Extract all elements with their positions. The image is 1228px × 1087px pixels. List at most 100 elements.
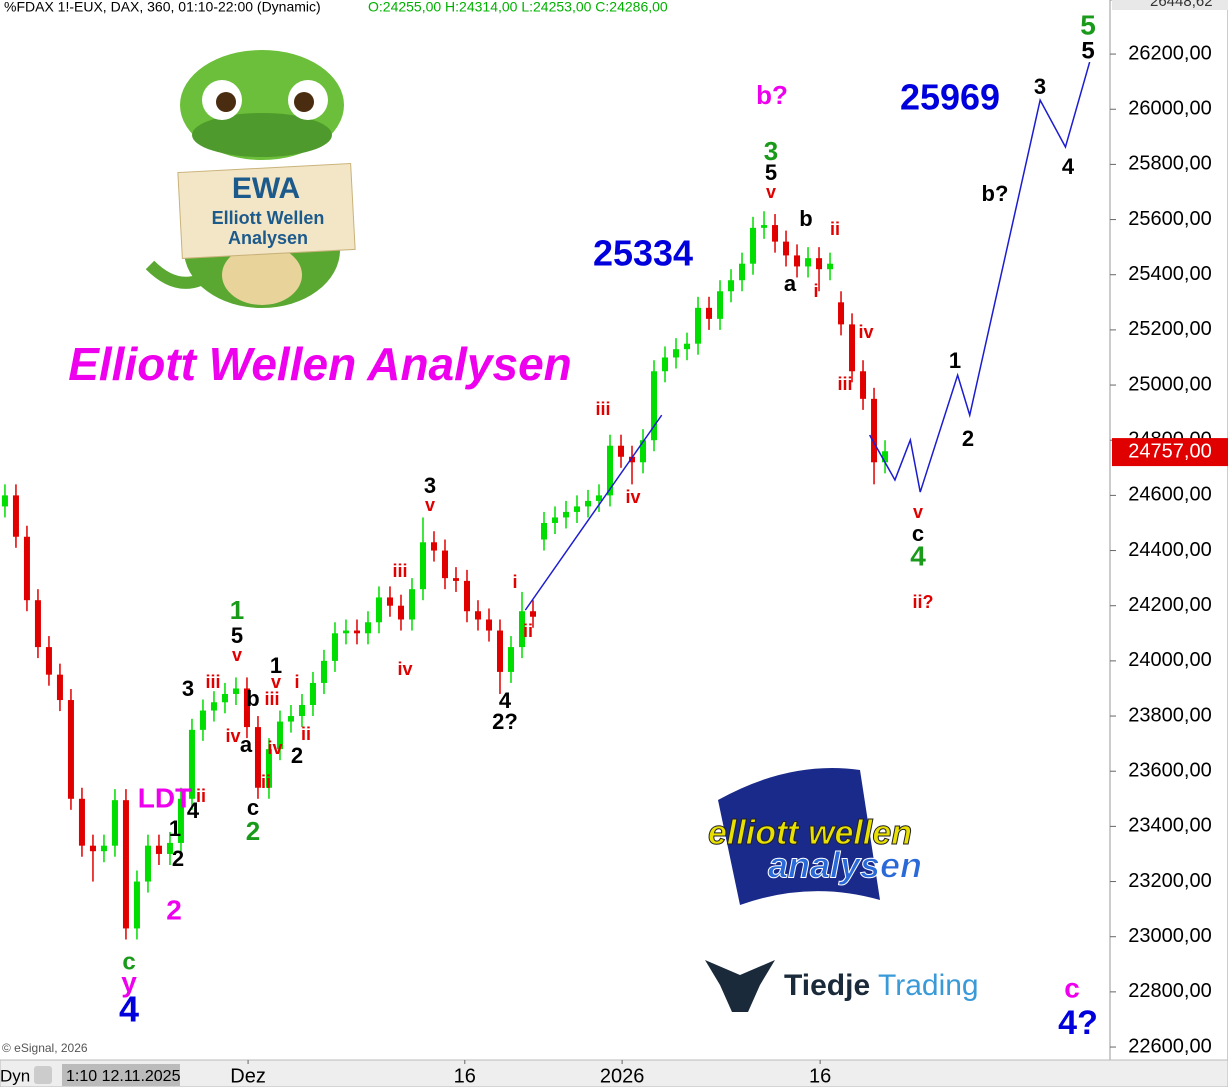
wave-label: iv [225, 726, 240, 746]
y-tick-label: 23200,00 [1128, 870, 1211, 892]
wave-label: y [121, 966, 137, 997]
x-tick-label: 2026 [600, 1065, 645, 1087]
candle-body [750, 227, 757, 264]
wave-label: 4? [1058, 1004, 1098, 1042]
candle-body [816, 258, 823, 270]
candle-body [364, 622, 371, 634]
wave-label: 25334 [593, 233, 693, 274]
wave-label: 1 [169, 816, 181, 841]
candle-body [640, 440, 647, 463]
candle-body [441, 550, 448, 579]
candle-body [1, 495, 8, 507]
candle-body [34, 600, 41, 648]
wave-label: 2 [166, 894, 182, 925]
candle-body [607, 445, 614, 496]
wave-label: v [271, 672, 281, 692]
wave-label: v [766, 182, 776, 202]
ewa-line2: Analysen [228, 228, 308, 248]
wave-label: 3 [424, 473, 436, 498]
ewa-logo: EWA Elliott Wellen Analysen [145, 50, 356, 308]
y-tick-label: 25000,00 [1128, 373, 1211, 395]
y-tick-label: 24200,00 [1128, 594, 1211, 616]
candle-body [618, 445, 625, 457]
candle-body [331, 633, 338, 661]
wave-label: 5 [1080, 9, 1096, 40]
candle-body [243, 688, 250, 728]
candle-body [585, 500, 592, 507]
candle-body [342, 630, 349, 634]
candle-body [353, 630, 360, 634]
wave-label: ii [523, 621, 533, 641]
wave-label: b? [756, 80, 788, 110]
wave-label: b? [982, 181, 1009, 206]
wave-label: 2 [172, 846, 184, 871]
candle-body [474, 611, 481, 620]
candle-body [706, 307, 713, 319]
ewa-line1: Elliott Wellen [212, 208, 325, 228]
ewa-title: EWA [232, 172, 300, 205]
candle-body [89, 845, 96, 852]
candle-body [254, 727, 261, 788]
last-price-label: 24757,00 [1128, 440, 1211, 462]
wave-label: c [247, 795, 259, 820]
candle-body [276, 721, 283, 750]
flag-line2: analysen [768, 845, 922, 886]
price-axis [1109, 0, 1228, 1061]
wave-label: 4 [187, 798, 200, 823]
candle-body [155, 845, 162, 854]
wave-label: 1 [270, 653, 282, 678]
y-tick-label: 22600,00 [1128, 1035, 1211, 1057]
candle-body [651, 371, 658, 441]
flag-logo: elliott wellen analysen [707, 768, 923, 905]
wave-label: 4 [499, 688, 512, 713]
y-tick-label: 25800,00 [1128, 153, 1211, 175]
wave-label: 3 [1034, 74, 1046, 99]
candle-body [188, 729, 195, 799]
wave-label: c [122, 948, 135, 975]
y-tick-label: 22800,00 [1128, 980, 1211, 1002]
wave-label: 5 [1081, 37, 1094, 64]
candle-body [871, 398, 878, 463]
x-tick-label: Dez [230, 1065, 266, 1087]
wave-label: i [512, 572, 517, 592]
candle-body [596, 495, 603, 501]
symbol: %FDAX 1!-EUX, DAX, 360, 01:10-22:00 (Dyn… [4, 0, 321, 15]
wave-label: a [784, 271, 797, 296]
wave-label: 5 [231, 623, 243, 648]
y-tick-label: 24000,00 [1128, 649, 1211, 671]
wave-label: ii [830, 219, 840, 239]
candle-body [684, 343, 691, 350]
candle-body [673, 349, 680, 358]
candle-body [485, 619, 492, 631]
wave-label: v [425, 495, 435, 515]
candle-body [761, 225, 768, 228]
start-label: 1:10 12.11.2025 [66, 1068, 181, 1085]
headline: Elliott Wellen Analysen [68, 338, 572, 390]
candle-body [805, 258, 812, 267]
candle-body [100, 845, 107, 852]
wave-label: c [1064, 972, 1080, 1003]
y-tick-label: 25400,00 [1128, 263, 1211, 285]
candle-body [629, 456, 636, 463]
candle-body [298, 705, 305, 717]
wave-label: LDT [138, 782, 192, 813]
last-price-tag [1112, 438, 1228, 467]
start-box [62, 1064, 180, 1086]
candle-body [287, 716, 294, 722]
wave-label: 25969 [900, 77, 1000, 118]
candle-body [166, 842, 173, 854]
projection-line [868, 61, 1091, 493]
wave-label: iii [392, 561, 407, 581]
wave-label: ii? [913, 592, 934, 612]
wave-label: 2 [246, 816, 260, 846]
candle-body [574, 506, 581, 512]
wave-label: 1 [230, 595, 244, 625]
wave-label: ii [301, 724, 311, 744]
candle-body [518, 611, 525, 648]
candle-body [783, 241, 790, 256]
lock-icon[interactable] [34, 1066, 52, 1084]
candle-body [540, 522, 547, 540]
candle-body [849, 324, 856, 372]
